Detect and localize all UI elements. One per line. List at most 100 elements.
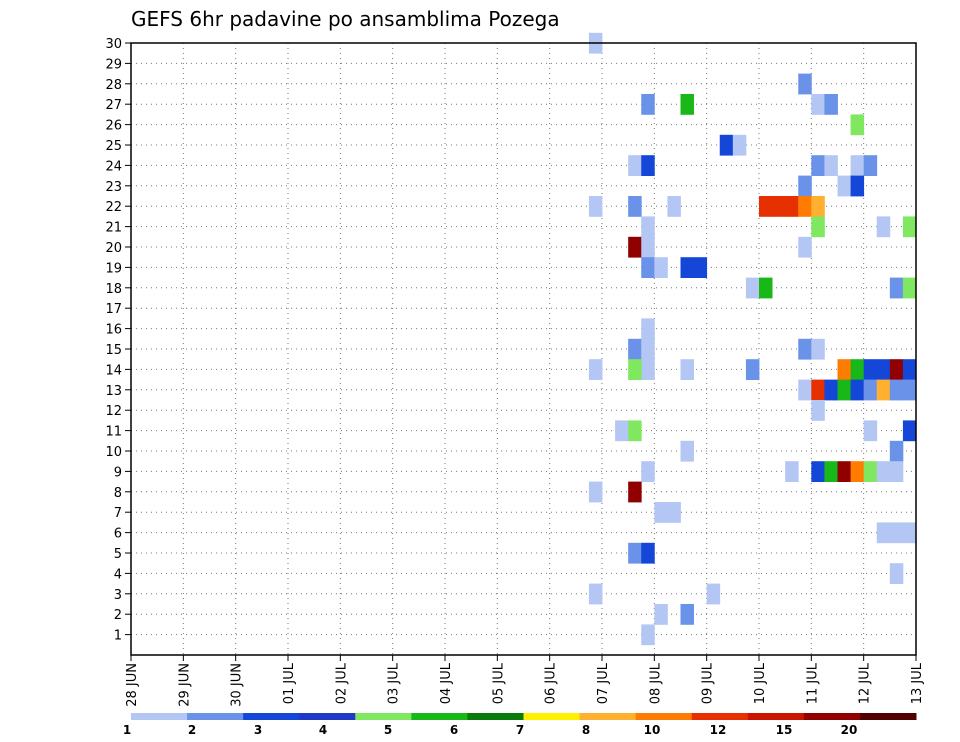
- colorbar-swatch: [187, 713, 244, 720]
- data-cell: [863, 359, 878, 380]
- data-cell: [889, 522, 904, 544]
- data-cell: [641, 542, 655, 564]
- data-cell: [798, 338, 812, 360]
- y-tick-label: 17: [105, 302, 122, 317]
- data-cell: [628, 359, 642, 380]
- data-cell: [837, 461, 851, 482]
- y-tick-label: 26: [105, 119, 122, 134]
- colorbar-label: 7: [516, 723, 524, 737]
- data-cell: [863, 155, 878, 176]
- data-cell: [641, 236, 655, 258]
- data-cell: [745, 277, 760, 299]
- y-tick-label: 18: [105, 282, 122, 297]
- grid-lines: [131, 43, 916, 655]
- data-cell: [889, 461, 904, 482]
- data-cell: [889, 563, 904, 584]
- data-cell: [811, 94, 825, 115]
- data-cell: [902, 216, 917, 238]
- x-tick-label: 08 JUL: [648, 662, 663, 704]
- data-cell: [641, 94, 655, 115]
- y-tick-label: 4: [114, 567, 122, 582]
- data-cell: [902, 420, 917, 442]
- data-cell: [811, 196, 825, 217]
- colorbar-label: 12: [710, 723, 727, 737]
- x-tick-label: 30 JUN: [230, 663, 245, 707]
- colorbar-swatch: [355, 713, 412, 720]
- colorbar-label: 15: [776, 723, 793, 737]
- data-cell: [798, 379, 812, 401]
- y-tick-label: 29: [105, 57, 122, 72]
- data-cell: [889, 277, 904, 299]
- y-tick-label: 12: [105, 404, 122, 419]
- data-cell: [811, 338, 825, 360]
- data-cell: [654, 502, 668, 523]
- data-cell: [902, 277, 917, 299]
- y-axis: 1234567891011121314151617181920212223242…: [105, 37, 131, 644]
- data-cell: [641, 216, 655, 238]
- y-tick-label: 13: [105, 384, 122, 399]
- y-tick-label: 9: [114, 465, 122, 480]
- data-cell: [641, 257, 655, 278]
- data-cell: [850, 114, 865, 136]
- data-cell: [889, 359, 904, 380]
- x-tick-label: 09 JUL: [701, 662, 716, 704]
- y-tick-label: 5: [114, 547, 122, 562]
- y-tick-label: 20: [105, 241, 122, 256]
- data-cell: [824, 379, 838, 401]
- data-cell: [772, 196, 786, 217]
- y-tick-label: 21: [105, 221, 122, 236]
- colorbar: 1 2 3 4 5 6 7 8 10 12 15 20: [123, 713, 917, 737]
- y-tick-label: 11: [105, 425, 122, 440]
- y-tick-label: 3: [114, 588, 122, 603]
- colorbar-label: 1: [123, 723, 131, 737]
- colorbar-label: 5: [384, 723, 392, 737]
- data-cell: [628, 155, 642, 176]
- data-cell: [876, 216, 891, 238]
- data-cell: [641, 318, 655, 340]
- colorbar-label: 3: [254, 723, 262, 737]
- data-cell: [759, 277, 773, 299]
- x-tick-label: 12 JUL: [858, 662, 873, 704]
- colorbar-swatch: [747, 713, 805, 720]
- y-tick-label: 27: [105, 98, 122, 113]
- data-cell: [680, 440, 694, 462]
- data-cell: [850, 175, 865, 197]
- data-cell: [759, 196, 773, 217]
- y-tick-label: 25: [105, 139, 122, 154]
- colorbar-swatch: [523, 713, 581, 720]
- y-tick-label: 2: [114, 608, 122, 623]
- data-cell: [811, 216, 825, 238]
- y-tick-label: 15: [105, 343, 122, 358]
- data-cell: [667, 502, 681, 523]
- data-cell: [588, 196, 603, 217]
- data-cell: [628, 542, 642, 564]
- colorbar-swatch: [131, 713, 188, 720]
- data-cell: [615, 420, 629, 442]
- data-cell: [588, 359, 603, 380]
- y-tick-label: 6: [114, 527, 122, 542]
- colorbar-swatch: [467, 713, 524, 720]
- data-cell: [811, 379, 825, 401]
- data-cell: [837, 379, 851, 401]
- data-cell: [902, 522, 917, 544]
- data-cell: [680, 359, 694, 380]
- data-cell: [706, 583, 721, 605]
- data-cells: [588, 32, 917, 646]
- data-cell: [654, 604, 668, 625]
- data-cell: [641, 624, 655, 646]
- data-cell: [837, 175, 851, 197]
- x-tick-label: 07 JUL: [596, 662, 611, 704]
- data-cell: [889, 379, 904, 401]
- colorbar-swatch: [635, 713, 693, 720]
- colorbar-label: 8: [582, 723, 590, 737]
- y-tick-label: 19: [105, 261, 122, 276]
- data-cell: [798, 175, 812, 197]
- y-tick-label: 23: [105, 180, 122, 195]
- colorbar-label: 10: [644, 723, 661, 737]
- colorbar-swatch: [691, 713, 749, 720]
- y-tick-label: 16: [105, 323, 122, 338]
- y-tick-label: 24: [105, 159, 122, 174]
- colorbar-label: 2: [188, 723, 196, 737]
- data-cell: [785, 196, 799, 217]
